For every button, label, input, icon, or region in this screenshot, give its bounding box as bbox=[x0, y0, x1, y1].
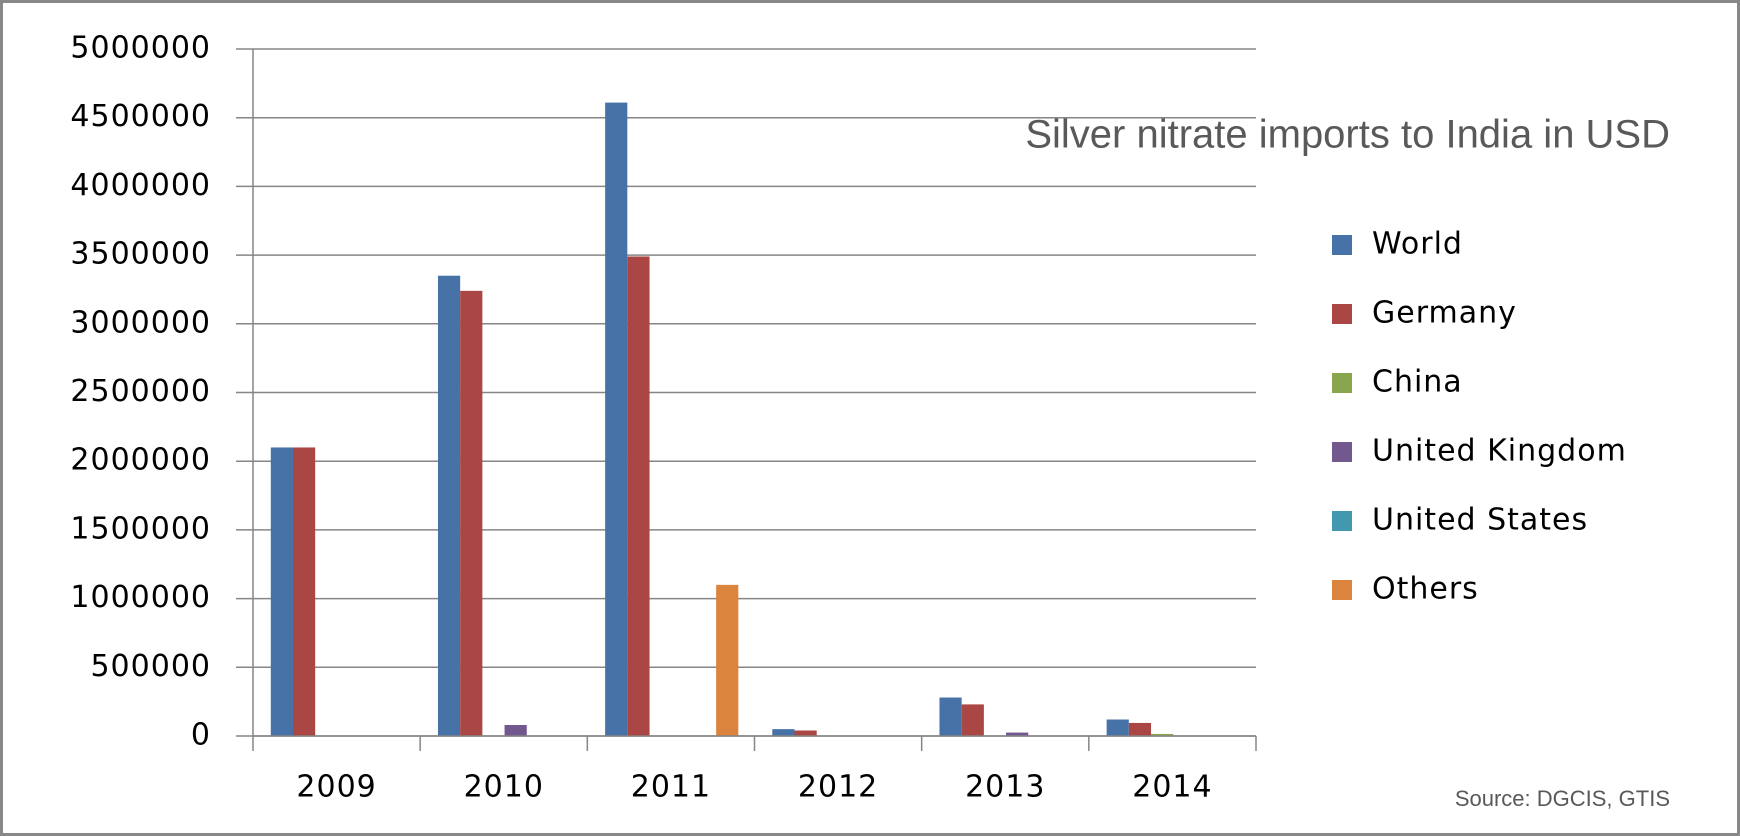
bar bbox=[627, 256, 650, 736]
bar bbox=[716, 584, 739, 736]
bar bbox=[460, 290, 483, 736]
bar bbox=[961, 704, 984, 736]
y-tick-label: 2000000 bbox=[70, 443, 211, 478]
chart-title: Silver nitrate imports to India in USD bbox=[1025, 113, 1670, 157]
x-tick-label: 2009 bbox=[296, 770, 376, 805]
bar bbox=[504, 725, 527, 736]
bar bbox=[794, 730, 817, 736]
x-tick-label: 2014 bbox=[1132, 770, 1212, 805]
x-tick-label: 2012 bbox=[798, 770, 878, 805]
bar bbox=[1106, 719, 1129, 736]
bar bbox=[437, 275, 461, 736]
legend-label: Germany bbox=[1372, 296, 1517, 331]
legend-swatch bbox=[1332, 580, 1352, 600]
legend-label: United States bbox=[1372, 503, 1588, 538]
bar bbox=[605, 102, 628, 736]
y-tick-label: 3000000 bbox=[70, 305, 211, 340]
y-tick-label: 4500000 bbox=[70, 99, 211, 134]
bar bbox=[1151, 733, 1174, 736]
legend-swatch bbox=[1332, 304, 1352, 324]
y-tick-label: 1000000 bbox=[70, 580, 211, 615]
y-tick-label: 500000 bbox=[90, 649, 211, 684]
y-tick-label: 3500000 bbox=[70, 237, 211, 272]
legend-label: Others bbox=[1372, 572, 1479, 607]
y-tick-label: 4000000 bbox=[70, 168, 211, 203]
y-tick-label: 5000000 bbox=[70, 31, 211, 66]
y-tick-label: 2500000 bbox=[70, 374, 211, 409]
x-tick-label: 2011 bbox=[631, 770, 711, 805]
legend-swatch bbox=[1332, 235, 1352, 255]
bar bbox=[293, 447, 316, 736]
legend-label: China bbox=[1372, 365, 1463, 400]
y-tick-label: 1500000 bbox=[70, 511, 211, 546]
bar bbox=[772, 729, 795, 736]
legend-label: United Kingdom bbox=[1372, 434, 1627, 469]
legend-swatch bbox=[1332, 373, 1352, 393]
bar bbox=[1128, 722, 1152, 736]
bar bbox=[939, 697, 962, 736]
x-tick-label: 2010 bbox=[464, 770, 544, 805]
legend-swatch bbox=[1332, 442, 1352, 462]
legend-label: World bbox=[1372, 227, 1463, 262]
bar bbox=[1006, 732, 1029, 736]
source: Source: DGCIS, GTIS bbox=[1455, 786, 1670, 811]
legend-swatch bbox=[1332, 511, 1352, 531]
x-tick-label: 2013 bbox=[965, 770, 1045, 805]
bar bbox=[270, 447, 293, 736]
y-tick-label: 0 bbox=[191, 718, 211, 753]
